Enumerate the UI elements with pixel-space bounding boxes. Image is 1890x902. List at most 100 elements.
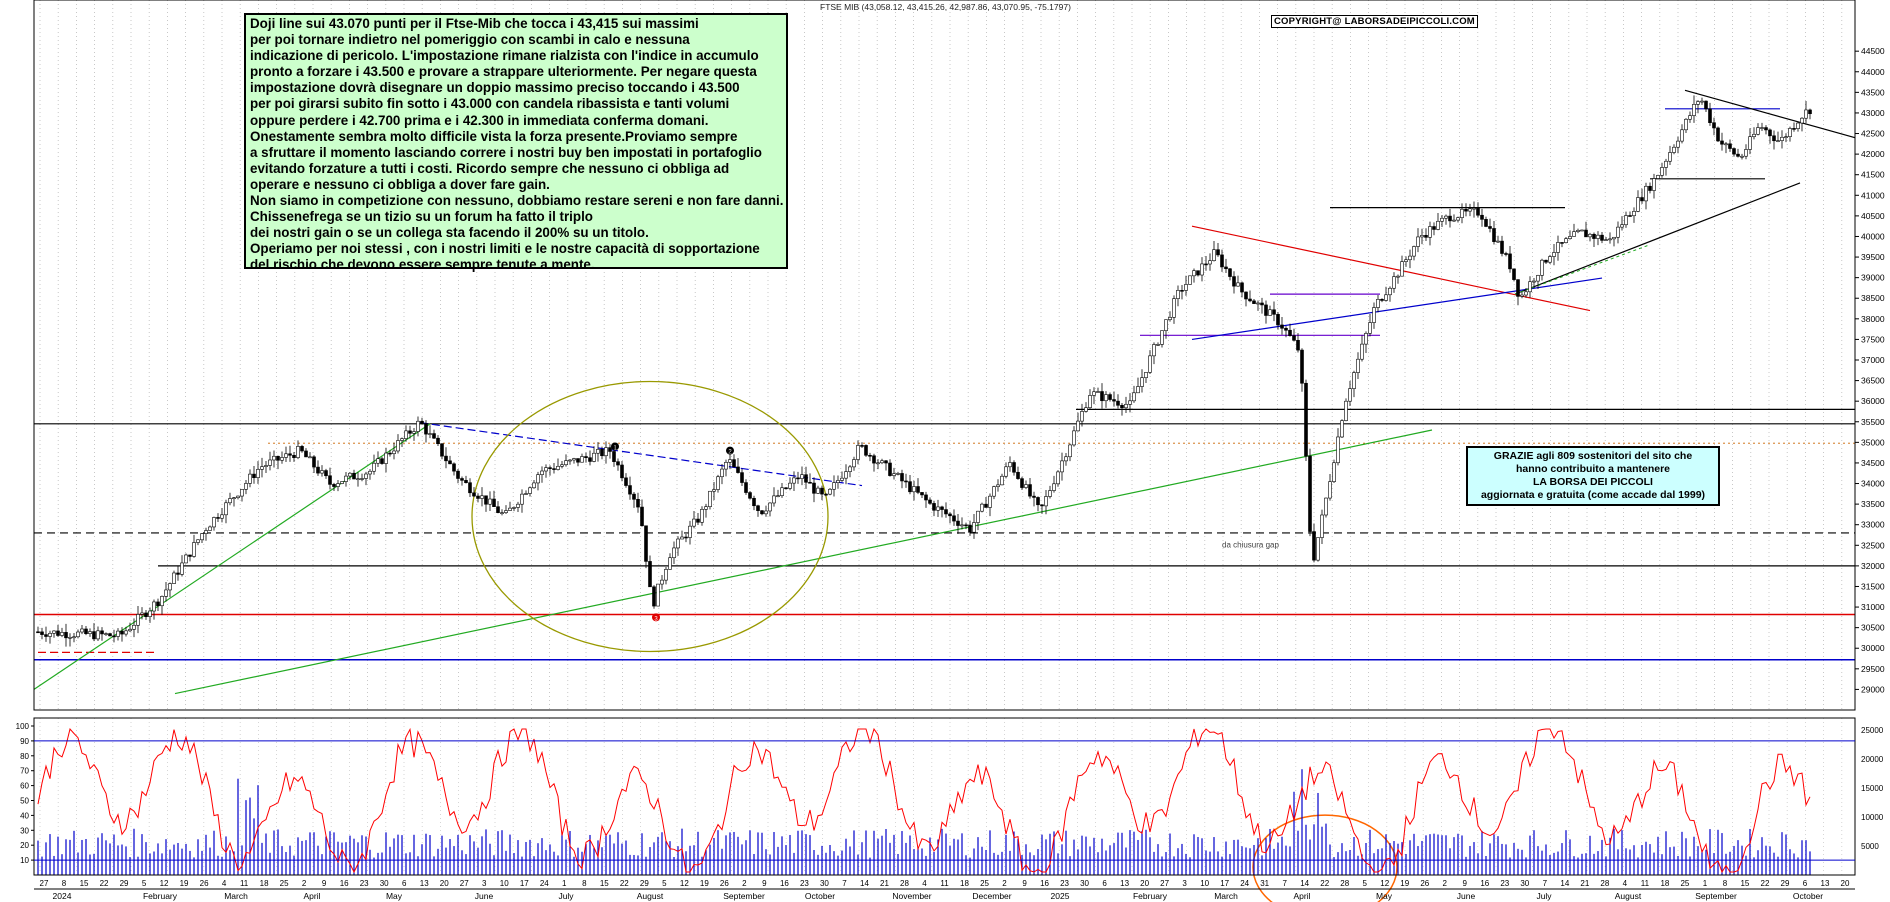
candle-body: [1588, 233, 1592, 238]
candle-body: [1504, 253, 1508, 255]
x-day-label: 19: [1400, 879, 1409, 888]
candle-body: [1068, 444, 1072, 458]
candle-body: [244, 483, 248, 490]
candle-body: [1688, 115, 1692, 120]
candle-body: [1444, 215, 1448, 219]
candle-body: [908, 481, 912, 493]
x-day-label: 26: [720, 879, 729, 888]
candle-body: [1624, 215, 1628, 226]
candle-body: [1144, 372, 1148, 379]
candle-body: [1592, 233, 1596, 239]
y-tick-label: 36500: [1861, 376, 1885, 386]
candle-body: [1224, 266, 1228, 270]
candle-body: [896, 473, 900, 475]
x-day-label: 12: [680, 879, 689, 888]
candle-body: [304, 450, 308, 458]
x-day-label: 11: [1641, 879, 1650, 888]
osc-tick-label: 50: [20, 797, 29, 806]
candle-body: [360, 478, 364, 480]
x-day-label: 18: [1660, 879, 1669, 888]
candle-body: [852, 459, 856, 468]
candle-body: [176, 572, 180, 575]
y-tick-label: 39500: [1861, 252, 1885, 262]
candle-body: [748, 492, 752, 499]
candle-body: [348, 472, 352, 477]
x-day-label: 24: [540, 879, 549, 888]
candle-body: [44, 634, 48, 637]
candle-body: [1428, 226, 1432, 238]
x-day-label: 28: [900, 879, 909, 888]
candle-body: [424, 423, 428, 435]
candle-body: [1516, 279, 1520, 297]
candle-body: [476, 495, 480, 499]
marker-circle: [726, 446, 734, 455]
candle-body: [916, 486, 920, 493]
candle-body: [400, 438, 404, 441]
trend-line: [1514, 182, 1801, 295]
candle-body: [1796, 122, 1800, 130]
candle-body: [428, 433, 432, 435]
candle-body: [952, 515, 956, 522]
candle-body: [1752, 133, 1756, 138]
thanks-line: aggiornata e gratuita (come accade dal 1…: [1480, 489, 1706, 501]
candle-body: [1072, 430, 1076, 446]
x-day-label: 22: [1761, 879, 1770, 888]
candle-body: [208, 526, 212, 531]
candle-body: [1336, 436, 1340, 464]
candle-body: [1564, 238, 1568, 244]
candle-body: [1468, 208, 1472, 212]
candle-body: [408, 430, 412, 434]
candle-body: [308, 456, 312, 459]
candle-body: [1132, 392, 1136, 402]
candle-body: [692, 518, 696, 527]
candle-body: [288, 453, 292, 456]
candle-body: [92, 631, 96, 640]
candle-body: [700, 508, 704, 523]
candle-body: [1736, 153, 1740, 157]
commentary-line: del rischio che devono essere sempre ten…: [250, 257, 595, 273]
candle-body: [584, 456, 588, 458]
candle-body: [316, 466, 320, 474]
candle-body: [1268, 309, 1272, 316]
candle-body: [228, 498, 232, 504]
x-day-label: 23: [1500, 879, 1509, 888]
candle-body: [368, 470, 372, 475]
candle-body: [796, 477, 800, 480]
candle-body: [1064, 456, 1068, 462]
candle-body: [580, 456, 584, 463]
x-month-label: July: [1536, 891, 1552, 901]
candle-body: [1236, 282, 1240, 287]
x-month-label: June: [475, 891, 494, 901]
candle-body: [324, 470, 328, 477]
candle-body: [204, 530, 208, 534]
candle-body: [1316, 537, 1320, 561]
x-day-label: 2: [742, 879, 747, 888]
candle-body: [996, 484, 1000, 487]
candle-body: [600, 449, 604, 457]
y-tick-label: 40000: [1861, 231, 1885, 241]
candle-body: [1272, 309, 1276, 315]
x-day-label: 13: [1821, 879, 1830, 888]
x-day-label: 23: [1060, 879, 1069, 888]
x-day-label: 14: [1560, 879, 1569, 888]
candle-body: [1676, 140, 1680, 148]
candle-body: [1388, 287, 1392, 296]
candle-body: [1748, 136, 1752, 150]
candle-body: [120, 630, 124, 635]
candle-body: [716, 476, 720, 490]
candle-body: [1772, 135, 1776, 142]
commentary-line: indicazione di pericolo. L'impostazione …: [250, 48, 759, 64]
x-day-label: 29: [1781, 879, 1790, 888]
candle-body: [1484, 219, 1488, 227]
candle-body: [172, 572, 176, 584]
candle-body: [192, 542, 196, 557]
candle-body: [1320, 514, 1324, 538]
x-day-label: 11: [240, 879, 249, 888]
candle-body: [1232, 276, 1236, 287]
candle-body: [1180, 290, 1184, 292]
candle-body: [596, 449, 600, 454]
x-day-label: 26: [1420, 879, 1429, 888]
candle-body: [520, 493, 524, 505]
x-day-label: 30: [1520, 879, 1529, 888]
